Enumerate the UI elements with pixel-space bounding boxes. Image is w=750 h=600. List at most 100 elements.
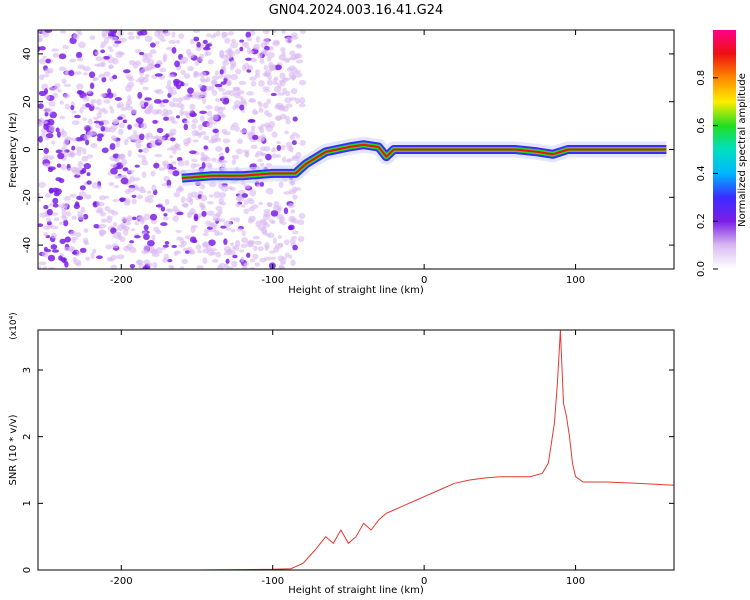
noise-blob bbox=[226, 79, 232, 86]
noise-blob bbox=[241, 42, 247, 47]
noise-blob bbox=[46, 155, 55, 160]
noise-blob bbox=[174, 147, 182, 151]
noise-blob bbox=[250, 125, 256, 130]
noise-blob bbox=[46, 107, 53, 115]
noise-blob bbox=[124, 188, 131, 195]
noise-blob bbox=[143, 213, 151, 221]
noise-blob bbox=[257, 158, 263, 163]
noise-blob bbox=[48, 125, 56, 133]
noise-blob bbox=[58, 255, 63, 261]
noise-blob bbox=[177, 159, 185, 167]
noise-blob bbox=[112, 198, 120, 203]
noise-blob bbox=[113, 184, 120, 189]
noise-blob bbox=[237, 138, 243, 145]
noise-blob bbox=[44, 30, 53, 33]
noise-blob bbox=[96, 136, 103, 142]
noise-blob bbox=[51, 48, 59, 52]
x-tick-label: 100 bbox=[566, 576, 585, 587]
x-tick-label: -100 bbox=[261, 275, 284, 286]
noise-blob bbox=[192, 139, 199, 143]
noise-blob bbox=[284, 97, 292, 103]
noise-blob bbox=[82, 96, 90, 102]
noise-blob bbox=[176, 236, 182, 241]
noise-blob bbox=[219, 156, 225, 161]
noise-blob bbox=[129, 240, 135, 244]
noise-blob bbox=[297, 235, 305, 243]
noise-blob bbox=[292, 218, 299, 224]
noise-blob bbox=[215, 145, 223, 152]
noise-blob bbox=[40, 120, 49, 125]
noise-blob bbox=[225, 90, 231, 96]
noise-blob bbox=[183, 138, 191, 145]
noise-blob bbox=[110, 167, 118, 175]
noise-blob bbox=[281, 50, 286, 57]
noise-blob bbox=[145, 52, 153, 59]
noise-blob bbox=[171, 46, 177, 54]
noise-blob bbox=[90, 252, 95, 260]
noise-blob bbox=[149, 140, 156, 144]
noise-blob bbox=[38, 46, 46, 51]
noise-blob bbox=[239, 39, 244, 43]
noise-blob bbox=[135, 35, 141, 40]
y-tick-label: 20 bbox=[22, 95, 33, 108]
noise-blob bbox=[61, 78, 67, 84]
noise-blob bbox=[151, 253, 160, 258]
noise-blob bbox=[71, 251, 78, 255]
noise-blob bbox=[258, 201, 263, 206]
noise-blob bbox=[127, 150, 132, 157]
noise-blob bbox=[43, 204, 49, 210]
noise-blob bbox=[246, 47, 252, 55]
noise-blob bbox=[147, 190, 152, 194]
noise-blob bbox=[178, 33, 185, 39]
y-tick-label: 2 bbox=[22, 433, 33, 439]
noise-blob bbox=[180, 103, 185, 111]
noise-blob bbox=[295, 69, 301, 74]
noise-blob bbox=[46, 208, 53, 216]
noise-blob bbox=[206, 210, 215, 216]
noise-blob bbox=[138, 149, 143, 153]
noise-blob bbox=[297, 219, 305, 225]
noise-blob bbox=[279, 258, 287, 264]
noise-blob bbox=[96, 112, 102, 119]
noise-blob bbox=[269, 250, 276, 254]
noise-blob bbox=[93, 223, 100, 229]
noise-blob bbox=[56, 163, 62, 168]
noise-blob bbox=[175, 115, 180, 119]
y-tick-label: 3 bbox=[22, 367, 33, 373]
y-tick-label: 0 bbox=[22, 146, 33, 152]
noise-blob bbox=[295, 59, 304, 64]
noise-blob bbox=[198, 202, 204, 208]
y-tick-label: 40 bbox=[22, 48, 33, 61]
noise-blob bbox=[246, 252, 251, 258]
noise-blob bbox=[241, 230, 246, 237]
noise-blob bbox=[279, 72, 286, 80]
noise-blob bbox=[125, 220, 131, 226]
noise-blob bbox=[112, 231, 121, 239]
noise-blob bbox=[78, 41, 86, 49]
noise-blob bbox=[246, 91, 255, 96]
noise-blob bbox=[60, 130, 68, 138]
noise-blob bbox=[251, 108, 258, 115]
noise-blob bbox=[267, 202, 273, 208]
noise-blob bbox=[250, 57, 257, 63]
noise-blob bbox=[76, 146, 84, 152]
noise-blob bbox=[205, 220, 212, 226]
noise-blob bbox=[285, 158, 292, 163]
noise-blob bbox=[212, 128, 219, 134]
noise-blob bbox=[141, 249, 148, 255]
noise-blob bbox=[50, 232, 57, 239]
noise-blob bbox=[97, 185, 102, 190]
noise-blob bbox=[235, 49, 241, 55]
noise-blob bbox=[59, 115, 66, 120]
noise-blob bbox=[86, 154, 94, 159]
noise-blob bbox=[42, 74, 50, 78]
noise-blob bbox=[221, 160, 228, 164]
noise-blob bbox=[138, 216, 145, 220]
noise-blob bbox=[199, 115, 205, 122]
noise-blob bbox=[74, 114, 81, 119]
noise-blob bbox=[63, 83, 72, 87]
noise-blob bbox=[38, 223, 44, 227]
noise-blob bbox=[92, 116, 99, 120]
noise-blob bbox=[63, 219, 69, 227]
